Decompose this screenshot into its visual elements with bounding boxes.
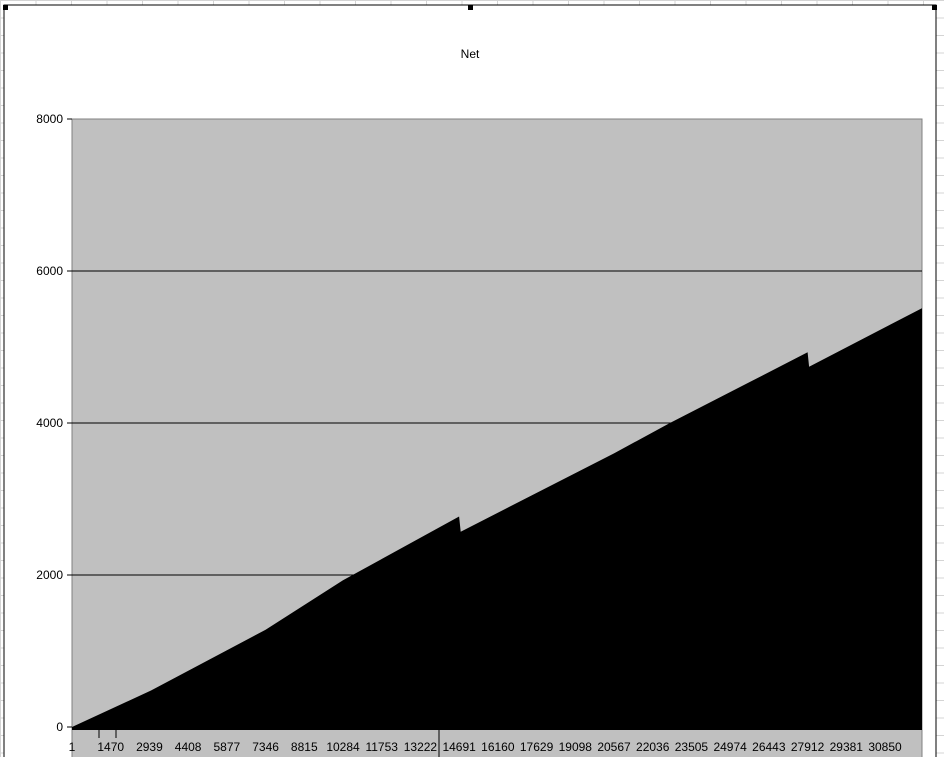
x-tick-label: 22036 <box>636 740 670 754</box>
y-tick-label: 6000 <box>36 264 63 278</box>
y-tick-label: 2000 <box>36 568 63 582</box>
x-tick-label: 4408 <box>175 740 202 754</box>
x-tick-label: 13222 <box>404 740 438 754</box>
x-tick-label: 16160 <box>481 740 515 754</box>
selection-handle[interactable] <box>932 5 937 10</box>
x-tick-label: 5877 <box>214 740 241 754</box>
x-tick-label: 29381 <box>830 740 864 754</box>
x-tick-label: 8815 <box>291 740 318 754</box>
x-tick-label: 1 <box>69 740 76 754</box>
y-tick-label: 8000 <box>36 112 63 126</box>
x-tick-label: 1470 <box>97 740 124 754</box>
x-tick-label: 17629 <box>520 740 554 754</box>
x-tick-label: 19098 <box>559 740 593 754</box>
x-tick-label: 11753 <box>365 740 398 754</box>
y-tick-label: 0 <box>56 720 63 734</box>
x-tick-label: 14691 <box>442 740 476 754</box>
y-tick-label: 4000 <box>36 416 63 430</box>
x-tick-label: 24974 <box>713 740 747 754</box>
selection-handle[interactable] <box>3 5 8 10</box>
series-area <box>72 308 922 730</box>
selection-handle[interactable] <box>468 5 473 10</box>
x-tick-label: 23505 <box>675 740 709 754</box>
chart-title: Net <box>461 47 480 61</box>
x-tick-label: 20567 <box>597 740 631 754</box>
x-tick-label: 27912 <box>791 740 825 754</box>
x-tick-label: 26443 <box>752 740 786 754</box>
x-tick-label: 2939 <box>136 740 163 754</box>
x-tick-label: 7346 <box>252 740 279 754</box>
x-tick-label: 30850 <box>868 740 902 754</box>
x-tick-label: 10284 <box>326 740 360 754</box>
